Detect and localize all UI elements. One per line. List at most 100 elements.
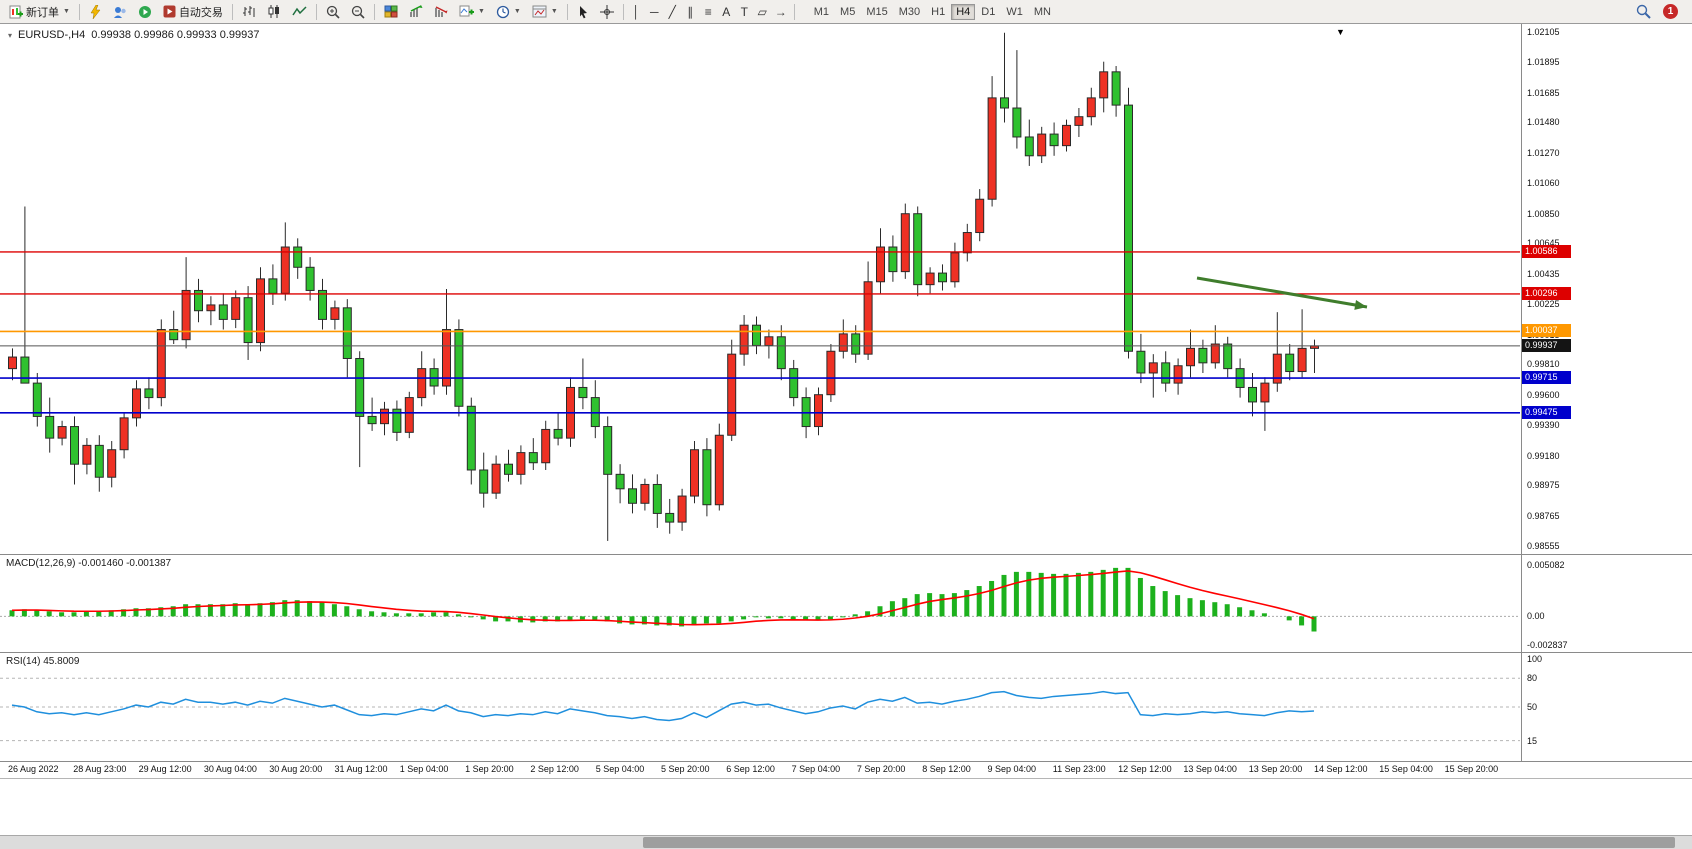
- up-candle: [987, 97, 997, 200]
- equidistant-channel-tool[interactable]: ∥: [682, 2, 699, 21]
- macd-axis-label: 0.005082: [1527, 560, 1565, 570]
- down-candle: [1012, 107, 1022, 138]
- time-axis-label: 13 Sep 20:00: [1248, 764, 1303, 774]
- down-candle: [1223, 343, 1233, 370]
- zoom-out-icon: [351, 5, 365, 19]
- price-tag: 0.99937: [1522, 338, 1571, 352]
- bottom-filler: [0, 779, 1692, 840]
- notification-badge[interactable]: 1: [1663, 4, 1678, 19]
- add-indicator-button[interactable]: ▼: [454, 2, 490, 21]
- toolbar-separator: [622, 3, 624, 20]
- down-candle: [504, 463, 513, 475]
- auto-trading-label: 自动交易: [178, 6, 223, 19]
- down-candle: [342, 307, 352, 359]
- up-candle: [8, 356, 17, 370]
- profiles-button[interactable]: [108, 2, 132, 21]
- candlestick-chart-button[interactable]: [262, 2, 286, 21]
- price-axis-label: 0.98555: [1527, 541, 1560, 551]
- down-candle: [194, 289, 203, 312]
- price-axis-label: 1.01480: [1527, 117, 1560, 128]
- quick-trade-button[interactable]: [84, 2, 107, 21]
- bar-chart-button[interactable]: [237, 2, 261, 21]
- chart-context-icon[interactable]: ▾: [8, 30, 13, 40]
- down-candle: [32, 382, 42, 417]
- down-candle: [355, 357, 365, 417]
- up-candle: [1086, 97, 1096, 118]
- timeframe-button-m30[interactable]: M30: [894, 4, 925, 20]
- line-chart-button[interactable]: [287, 2, 312, 21]
- up-candle: [1272, 353, 1282, 384]
- zoom-in-icon: [326, 5, 340, 19]
- up-candle: [764, 336, 774, 346]
- indicators-up-button[interactable]: [404, 2, 428, 21]
- down-candle: [938, 272, 947, 283]
- indicators-down-button[interactable]: [429, 2, 453, 21]
- main-chart-panel: ▾ EURUSD-,H4 0.99938 0.99986 0.99933 0.9…: [0, 24, 1692, 555]
- tile-windows-button[interactable]: [379, 2, 403, 21]
- search-button[interactable]: [1631, 2, 1656, 21]
- macd-signal-line: [11, 570, 1315, 626]
- down-candle: [305, 266, 315, 291]
- horizontal-line-tool[interactable]: ─: [646, 2, 663, 21]
- auto-trading-button[interactable]: 自动交易: [158, 2, 228, 21]
- rsi-chart[interactable]: [0, 653, 1520, 761]
- down-candle: [218, 304, 228, 320]
- macd-chart[interactable]: [0, 555, 1520, 652]
- timeframe-button-mn[interactable]: MN: [1029, 4, 1056, 20]
- vertical-line-tool[interactable]: │: [628, 2, 645, 21]
- time-axis-label: 15 Sep 04:00: [1379, 764, 1433, 774]
- up-candle: [640, 483, 650, 504]
- up-candle: [57, 426, 67, 439]
- time-axis-label: 12 Sep 12:00: [1118, 764, 1172, 774]
- macd-axis-label: -0.002837: [1527, 640, 1568, 650]
- toolbar-separator: [78, 3, 80, 20]
- up-candle: [1297, 347, 1307, 373]
- timeframe-button-h1[interactable]: H1: [926, 4, 950, 20]
- timeframe-button-m5[interactable]: M5: [835, 4, 860, 20]
- crosshair-button[interactable]: [595, 2, 619, 21]
- timeframe-button-d1[interactable]: D1: [976, 4, 1000, 20]
- candlestick-chart[interactable]: [0, 24, 1520, 554]
- fibonacci-tool[interactable]: ≡: [700, 2, 717, 21]
- zoom-out-button[interactable]: [346, 2, 370, 21]
- time-axis-label: 9 Sep 04:00: [987, 764, 1037, 774]
- cursor-icon: [577, 5, 589, 19]
- up-candle: [975, 198, 985, 234]
- arrows-tool[interactable]: →: [772, 2, 790, 21]
- up-candle: [82, 444, 92, 465]
- toolbar-separator: [373, 3, 375, 20]
- time-axis-label: 1 Sep 20:00: [465, 764, 514, 774]
- text-tool[interactable]: A: [718, 2, 735, 21]
- down-candle: [367, 415, 377, 425]
- down-candle: [1136, 350, 1146, 374]
- time-axis-label: 5 Sep 20:00: [661, 764, 710, 774]
- timeframe-button-m1[interactable]: M1: [809, 4, 834, 20]
- down-candle: [1000, 97, 1009, 109]
- price-tag: 1.00586: [1522, 244, 1571, 258]
- scrollbar-thumb[interactable]: [642, 837, 1676, 848]
- shapes-tool[interactable]: ▱: [754, 2, 771, 21]
- trendline-tool[interactable]: ╱: [664, 2, 681, 21]
- zoom-in-button[interactable]: [321, 2, 345, 21]
- down-candle: [652, 483, 662, 514]
- cursor-button[interactable]: [572, 2, 594, 21]
- down-candle: [20, 356, 30, 384]
- up-candle: [132, 388, 141, 419]
- horizontal-scrollbar[interactable]: [0, 835, 1692, 849]
- new-order-button[interactable]: 新订单 ▼: [4, 2, 75, 21]
- timeframe-button-h4[interactable]: H4: [951, 3, 976, 20]
- down-candle: [169, 329, 179, 341]
- templates-button[interactable]: ▼: [527, 2, 563, 21]
- price-axis-label: 0.98765: [1527, 510, 1560, 521]
- timeframe-button-w1[interactable]: W1: [1001, 4, 1028, 20]
- periods-button[interactable]: ▼: [491, 2, 526, 21]
- down-candle: [243, 297, 253, 344]
- chart-title: ▾ EURUSD-,H4 0.99938 0.99986 0.99933 0.9…: [8, 29, 259, 41]
- timeframe-button-m15[interactable]: M15: [861, 4, 892, 20]
- text-label-tool[interactable]: T: [736, 2, 753, 21]
- trend-arrow[interactable]: [1196, 276, 1368, 309]
- strategy-tester-button[interactable]: [133, 2, 157, 21]
- down-candle: [702, 449, 712, 506]
- chart-shift-marker-icon[interactable]: ▼: [1336, 27, 1345, 37]
- up-candle: [1062, 124, 1071, 147]
